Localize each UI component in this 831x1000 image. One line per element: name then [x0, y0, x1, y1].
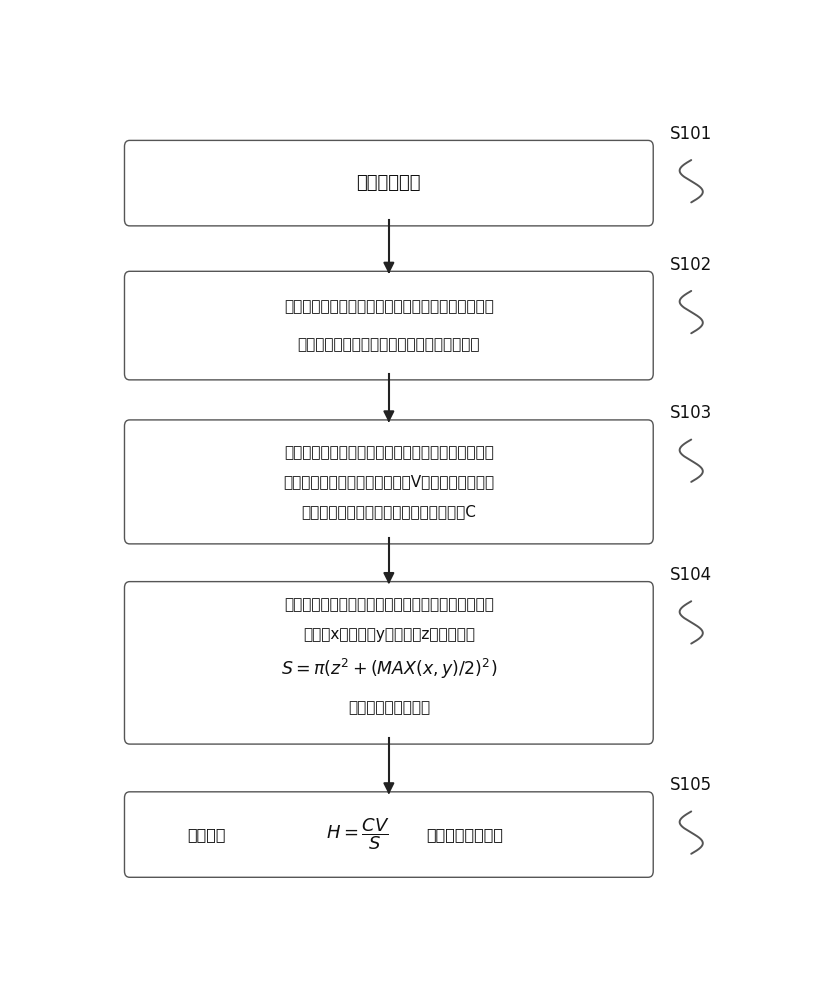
Text: S105: S105 — [670, 776, 712, 794]
Text: 通过能谱仪对所述岩心样品的可动油膜进行元素含量: 通过能谱仪对所述岩心样品的可动油膜进行元素含量 — [284, 299, 494, 314]
Text: S103: S103 — [670, 404, 712, 422]
FancyBboxPatch shape — [125, 420, 653, 544]
Text: 测定，得到元素的质量百分比和原子数百分比: 测定，得到元素的质量百分比和原子数百分比 — [297, 337, 480, 352]
Text: 利用公式: 利用公式 — [188, 827, 226, 842]
Text: $H = \dfrac{CV}{S}$: $H = \dfrac{CV}{S}$ — [327, 817, 390, 852]
Text: 选取岩心样品: 选取岩心样品 — [356, 174, 421, 192]
Text: 根据所述岩心样品中的元素的质量百分比和原子数百: 根据所述岩心样品中的元素的质量百分比和原子数百 — [284, 445, 494, 460]
FancyBboxPatch shape — [125, 582, 653, 744]
Text: 的体积占所述能谱仪总探测范围的百分比C: 的体积占所述能谱仪总探测范围的百分比C — [302, 504, 476, 519]
FancyBboxPatch shape — [125, 792, 653, 877]
Text: S102: S102 — [670, 256, 712, 274]
Text: 长度为x，宽度为y，高度为z，根据公式: 长度为x，宽度为y，高度为z，根据公式 — [302, 627, 475, 642]
Text: 利用场发射环境扫描电镜测量油膜赋存的孔隙尺寸的: 利用场发射环境扫描电镜测量油膜赋存的孔隙尺寸的 — [284, 598, 494, 613]
Text: S101: S101 — [670, 125, 712, 143]
FancyBboxPatch shape — [125, 271, 653, 380]
FancyBboxPatch shape — [125, 140, 653, 226]
Text: S104: S104 — [670, 566, 712, 584]
Text: 计算油膜赋存厚度: 计算油膜赋存厚度 — [425, 827, 503, 842]
Text: $S = \pi(z^2+(MAX(x,y)/2)^2)$: $S = \pi(z^2+(MAX(x,y)/2)^2)$ — [281, 657, 497, 681]
Text: 分比计算所述能谱仪的探测范围V以及所述可动油膜: 分比计算所述能谱仪的探测范围V以及所述可动油膜 — [283, 474, 494, 489]
Text: 计算油膜覆盖表面积: 计算油膜覆盖表面积 — [348, 700, 430, 715]
